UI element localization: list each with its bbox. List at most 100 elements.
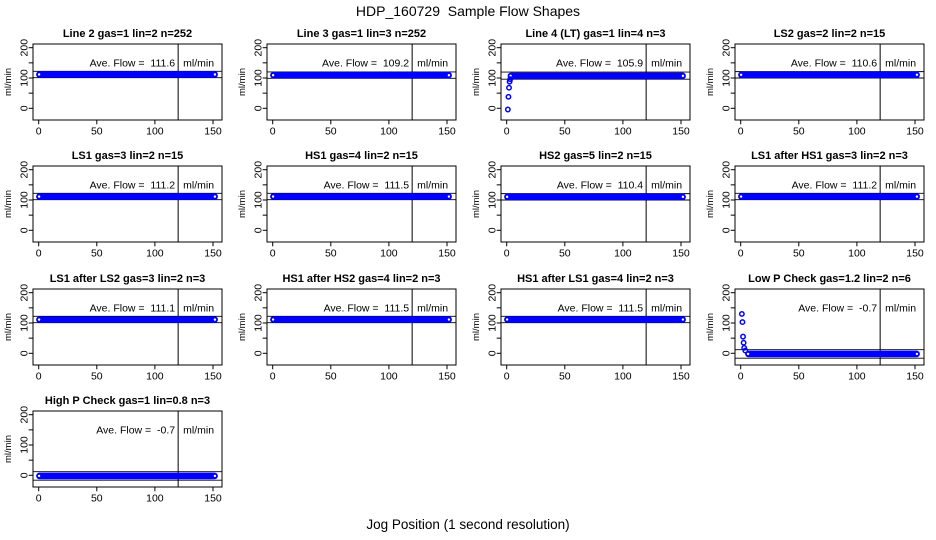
transient-point — [507, 76, 514, 83]
flow-band-endcap — [447, 318, 451, 321]
x-tick-label: 100 — [614, 371, 632, 383]
flow-band — [270, 316, 452, 323]
ave-flow-unit: ml/min — [183, 303, 214, 315]
ave-flow-unit: ml/min — [651, 303, 682, 315]
subplot: LS1 after HS1 gas=3 lin=2 n=3 0 100 200 ml/m… — [705, 150, 925, 260]
x-tick-label: 100 — [380, 126, 398, 138]
x-tick-label: 0 — [36, 126, 42, 138]
subplot: LS2 gas=2 lin=2 n=15 0 100 200 ml/min 0 50 100 1… — [705, 28, 925, 138]
subplot: High P Check gas=1 lin=0.8 n=3 0 100 200 ml/… — [3, 395, 223, 505]
y-axis-title: ml/min — [471, 313, 482, 341]
ave-flow-unit: ml/min — [885, 58, 916, 70]
transient-point — [738, 310, 745, 317]
y-tick-label: 100 — [487, 191, 499, 209]
ave-flow-text: Ave. Flow = -0.7 — [798, 303, 877, 315]
x-tick-label: 150 — [672, 248, 690, 260]
ave-flow-text: Ave. Flow = 111.5 — [324, 180, 410, 192]
y-axis-title: ml/min — [3, 68, 14, 96]
ave-flow-text: Ave. Flow = -0.7 — [96, 425, 175, 437]
x-tick-label: 0 — [270, 126, 276, 138]
y-tick-label: 200 — [253, 161, 265, 179]
plot-box — [32, 43, 223, 121]
x-tick-label: 100 — [848, 371, 866, 383]
ave-flow-text: Ave. Flow = 105.9 — [556, 58, 643, 70]
x-tick-label: 150 — [672, 371, 690, 383]
subplot-title: HS1 after HS2 gas=4 lin=2 n=3 — [282, 273, 440, 285]
flow-band-endcap — [213, 195, 217, 198]
x-tick-label: 150 — [438, 126, 456, 138]
subplot: Line 3 gas=1 lin=3 n=252 0 100 200 ml/min 0 50… — [237, 28, 457, 138]
transient-point — [739, 319, 746, 326]
plot-box — [734, 43, 925, 121]
chart-title: HDP_160729 Sample Flow Shapes — [355, 3, 581, 19]
ave-flow-unit: ml/min — [183, 58, 214, 70]
y-tick-label: 0 — [253, 105, 265, 111]
subplot-title: LS1 after HS1 gas=3 lin=2 n=3 — [751, 150, 908, 162]
y-tick-label: 100 — [721, 314, 733, 332]
subplot-title: HS2 gas=5 lin=2 n=15 — [539, 150, 652, 162]
y-tick-label: 0 — [721, 227, 733, 233]
x-tick-label: 0 — [738, 126, 744, 138]
subplot: HS1 gas=4 lin=2 n=15 0 100 200 ml/min 0 50 100 1… — [237, 150, 457, 260]
y-tick-label: 100 — [721, 191, 733, 209]
transient-point — [505, 93, 512, 100]
y-tick-label: 0 — [253, 227, 265, 233]
flow-band — [504, 316, 686, 323]
y-tick-label: 100 — [19, 191, 31, 209]
flow-band — [745, 350, 920, 358]
x-tick-label: 0 — [504, 126, 510, 138]
y-tick-label: 200 — [721, 284, 733, 302]
subplot: LS1 gas=3 lin=2 n=15 0 100 200 ml/min 0 50 100 1… — [3, 150, 223, 260]
x-tick-label: 150 — [906, 126, 924, 138]
flow-band-endcap — [915, 195, 919, 198]
plot-box — [500, 165, 691, 243]
x-tick-label: 100 — [146, 493, 164, 505]
x-tick-label: 50 — [559, 248, 571, 260]
y-tick-label: 0 — [19, 472, 31, 478]
y-tick-label: 100 — [19, 436, 31, 454]
y-axis-title: ml/min — [3, 435, 14, 463]
y-tick-label: 100 — [19, 314, 31, 332]
x-tick-label: 50 — [559, 371, 571, 383]
y-tick-label: 100 — [487, 69, 499, 87]
plot-box — [734, 165, 925, 243]
y-tick-label: 200 — [253, 284, 265, 302]
x-tick-label: 50 — [325, 248, 337, 260]
subplot: HS1 after HS2 gas=4 lin=2 n=3 0 100 200 ml/m… — [237, 273, 457, 383]
y-tick-label: 0 — [253, 350, 265, 356]
ave-flow-text: Ave. Flow = 110.4 — [557, 180, 643, 192]
y-tick-label: 200 — [19, 161, 31, 179]
x-tick-label: 150 — [204, 371, 222, 383]
y-tick-label: 0 — [19, 227, 31, 233]
ave-flow-text: Ave. Flow = 111.5 — [324, 303, 410, 315]
x-tick-label: 50 — [91, 126, 103, 138]
subplot-title: HS1 after LS1 gas=4 lin=2 n=3 — [517, 273, 674, 285]
subplot-title: High P Check gas=1 lin=0.8 n=3 — [45, 395, 210, 407]
flow-band-endcap — [37, 318, 41, 321]
plot-box — [32, 410, 223, 488]
flow-band-endcap — [505, 195, 509, 199]
flow-band-endcap — [37, 474, 41, 478]
flow-band-endcap — [681, 195, 685, 199]
flow-band — [738, 193, 920, 200]
x-tick-label: 0 — [738, 248, 744, 260]
plot-box — [734, 288, 925, 366]
x-tick-label: 50 — [91, 248, 103, 260]
ave-flow-unit: ml/min — [651, 180, 682, 192]
flow-band-endcap — [213, 318, 217, 321]
x-tick-label: 150 — [204, 248, 222, 260]
x-tick-label: 0 — [738, 371, 744, 383]
x-tick-label: 150 — [204, 126, 222, 138]
x-tick-label: 50 — [793, 126, 805, 138]
y-tick-label: 0 — [19, 105, 31, 111]
y-tick-label: 100 — [253, 314, 265, 332]
ave-flow-text: Ave. Flow = 110.6 — [791, 58, 877, 70]
flow-band-endcap — [213, 73, 217, 76]
x-tick-label: 50 — [325, 371, 337, 383]
flow-band-endcap — [37, 73, 41, 76]
flow-band-endcap — [746, 352, 750, 356]
x-tick-label: 0 — [504, 371, 510, 383]
plot-box — [32, 165, 223, 243]
x-tick-label: 100 — [848, 126, 866, 138]
